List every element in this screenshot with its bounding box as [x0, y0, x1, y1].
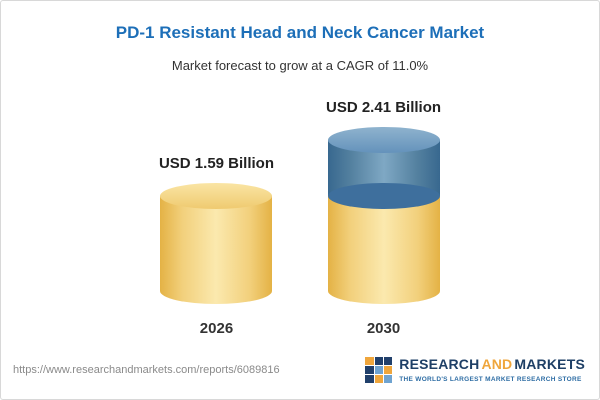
cylinder-2026-body	[160, 182, 273, 304]
footer: https://www.researchandmarkets.com/repor…	[1, 351, 599, 399]
axis-label-2030: 2030	[366, 320, 401, 337]
axis-label-2026: 2026	[199, 320, 234, 337]
cylinder-2030-base-segment	[327, 195, 440, 304]
report-url-link[interactable]: https://www.researchandmarkets.com/repor…	[13, 364, 280, 376]
bar-group-2026: USD 1.59 Billion 2026	[159, 155, 274, 337]
page-subtitle: Market forecast to grow at a CAGR of 11.…	[171, 58, 429, 73]
chart-header: PD-1 Resistant Head and Neck Cancer Mark…	[1, 1, 599, 73]
bar-group-2030: USD 2.41 Billion 2030	[326, 99, 441, 337]
research-and-markets-logo[interactable]: RESEARCH AND MARKETS THE WORLD'S LARGEST M…	[365, 356, 585, 384]
logo-word-research: RESEARCH	[399, 356, 480, 373]
cylinder-2030-growth-segment	[327, 127, 440, 209]
cylinder-top-ellipse	[160, 182, 273, 209]
value-label-2030: USD 2.41 Billion	[326, 99, 442, 117]
cylinder-2030	[327, 127, 440, 304]
value-label-2026: USD 1.59 Billion	[158, 154, 274, 172]
page-title: PD-1 Resistant Head and Neck Cancer Mark…	[115, 23, 485, 42]
logo-word-markets: MARKETS	[514, 356, 585, 373]
cylinder-top-ellipse	[327, 127, 440, 154]
logo-grid-icon	[365, 356, 393, 384]
logo-word-and: AND	[481, 356, 513, 373]
segment-junction-ellipse	[327, 182, 440, 209]
logo-wordmark: RESEARCH AND MARKETS	[399, 357, 585, 372]
cylinder-2026	[160, 182, 273, 304]
logo-text: RESEARCH AND MARKETS THE WORLD'S LARGEST M…	[399, 357, 585, 383]
logo-tagline: THE WORLD'S LARGEST MARKET RESEARCH STOR…	[399, 375, 582, 383]
cylinder-bar-chart: USD 1.59 Billion 2026 USD 2.41 Billion 2…	[1, 73, 599, 351]
